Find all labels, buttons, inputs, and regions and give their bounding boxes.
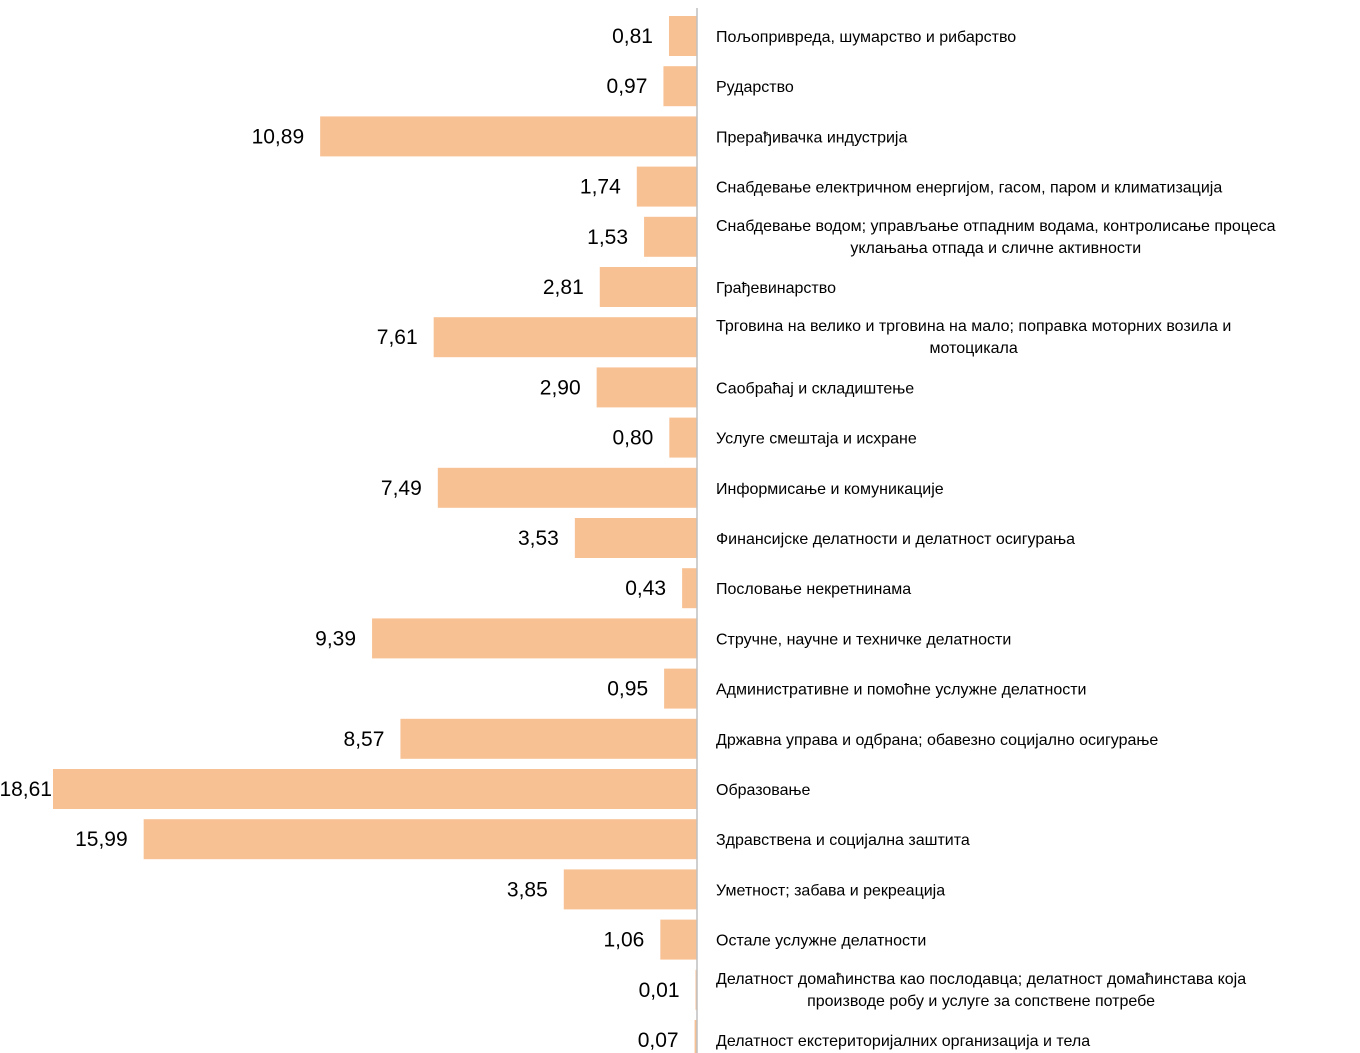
- value-label-16: 15,99: [75, 828, 128, 851]
- category-label-19: Делатност домаћинства као послодавца; де…: [716, 971, 1246, 1010]
- category-label-17: Уметност; забава и рекреација: [716, 882, 945, 899]
- category-label-5: Грађевинарство: [716, 280, 836, 297]
- category-label-4-line-1: Снабдевање водом; управљање отпадним вод…: [716, 218, 1276, 235]
- value-label-0: 0,81: [612, 25, 653, 48]
- value-label-15: 18,61: [0, 778, 52, 801]
- value-label-17: 3,85: [507, 878, 548, 901]
- category-label-15: Образовање: [716, 782, 811, 799]
- category-label-6: Трговина на велико и трговина на мало; п…: [716, 318, 1231, 357]
- bar-18: [660, 919, 697, 960]
- value-label-5: 2,81: [543, 276, 584, 299]
- bar-13: [664, 668, 697, 709]
- category-label-8: Услуге смештаја и исхране: [716, 431, 917, 448]
- bar-16: [143, 819, 698, 860]
- bar-1: [663, 66, 697, 107]
- bar-10: [574, 518, 697, 558]
- bar-2: [320, 116, 697, 157]
- value-label-7: 2,90: [540, 376, 581, 399]
- bar-6: [433, 317, 697, 358]
- value-label-3: 1,74: [580, 176, 621, 199]
- bar-17: [563, 869, 697, 910]
- value-label-20: 0,07: [638, 1029, 679, 1052]
- category-label-9: Информисање и комуникације: [716, 481, 944, 498]
- value-label-19: 0,01: [639, 979, 680, 1002]
- value-label-10: 3,53: [518, 527, 559, 550]
- value-label-14: 8,57: [344, 728, 385, 751]
- category-label-7: Саобраћај и складиштење: [716, 380, 914, 397]
- value-label-18: 1,06: [603, 929, 644, 952]
- value-label-1: 0,97: [607, 75, 648, 98]
- category-label-19-line-2: производе робу и услуге за сопствене пот…: [807, 993, 1155, 1010]
- bar-0: [668, 16, 697, 56]
- bar-11: [682, 568, 697, 609]
- category-label-11: Пословање некретнинама: [716, 581, 911, 598]
- category-label-4-line-2: уклањања отпада и сличне активности: [850, 240, 1141, 257]
- category-label-1: Рударство: [716, 79, 794, 96]
- category-label-16: Здравствена и социјална заштита: [716, 832, 970, 849]
- category-label-2: Прерађивачка индустрија: [716, 129, 907, 146]
- category-label-13: Административне и помоћне услужне делатн…: [716, 682, 1087, 699]
- category-labels-group: Пољопривреда, шумарство и рибарство Рудар…: [716, 29, 1276, 1050]
- bar-7: [596, 367, 697, 408]
- bar-14: [400, 718, 697, 759]
- value-label-8: 0,80: [612, 427, 653, 450]
- bars-group: [53, 16, 698, 1053]
- category-label-4: Снабдевање водом; управљање отпадним вод…: [716, 218, 1276, 257]
- category-label-6-line-2: мотоцикала: [930, 340, 1018, 357]
- category-label-19-line-1: Делатност домаћинства као послодавца; де…: [716, 971, 1246, 988]
- bar-8: [669, 417, 697, 458]
- bar-3: [636, 166, 697, 207]
- category-label-3: Снабдевање електричном енергијом, гасом,…: [716, 180, 1222, 197]
- bar-9: [437, 467, 697, 508]
- bar-5: [599, 267, 697, 307]
- value-label-4: 1,53: [587, 226, 628, 249]
- category-label-20: Делатност екстериторијалних организација…: [716, 1033, 1090, 1050]
- value-labels-group: 0,81 0,97 10,89 1,74 1,53 2,81 7,61 2,90 0,80 7,4…: [0, 25, 680, 1052]
- bar-12: [372, 618, 697, 659]
- category-label-18: Остале услужне делатности: [716, 933, 926, 950]
- value-label-12: 9,39: [315, 627, 356, 650]
- bar-20: [694, 1020, 697, 1053]
- category-label-14: Државна управа и одбрана; обавезно социј…: [716, 732, 1158, 749]
- category-label-10: Финансијске делатности и делатност осигу…: [716, 531, 1075, 548]
- bar-4: [644, 216, 697, 257]
- category-label-0: Пољопривреда, шумарство и рибарство: [716, 29, 1016, 46]
- category-label-12: Стручне, научне и техничке делатности: [716, 631, 1011, 648]
- value-label-6: 7,61: [377, 326, 418, 349]
- value-label-13: 0,95: [607, 678, 648, 701]
- value-label-2: 10,89: [252, 125, 305, 148]
- bar-15: [53, 769, 697, 809]
- value-label-11: 0,43: [625, 577, 666, 600]
- category-label-6-line-1: Трговина на велико и трговина на мало; п…: [716, 318, 1231, 335]
- value-label-9: 7,49: [381, 477, 422, 500]
